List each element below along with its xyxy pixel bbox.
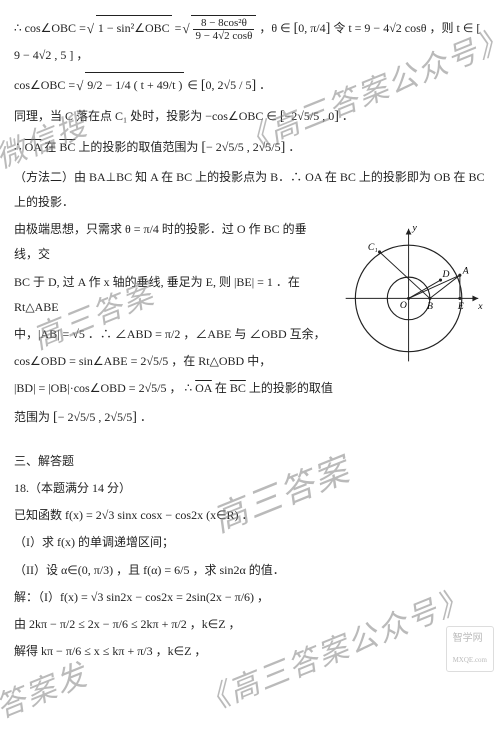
math-line: 范围为 [− 2√5/5 , 2√5/5] ． — [14, 403, 486, 432]
text: π/4 — [310, 21, 325, 35]
svg-text:x: x — [477, 301, 483, 312]
bracket: ] — [326, 21, 331, 36]
text: ∈ — [187, 78, 200, 92]
svg-text:E: E — [457, 301, 464, 312]
math-line: ∴ cos∠OBC = 1 − sin²∠OBC = 8 − 8cos²θ9 −… — [14, 14, 486, 69]
text-line: 解：（I）f(x) = √3 sin2x − cos2x = 2sin(2x −… — [14, 585, 486, 610]
math-line: |BD| = |OB|·cos∠OBD = 2√5/5 ， ∴ OA 在 BC … — [14, 376, 486, 401]
vector-oa: OA — [195, 381, 212, 395]
text: 0, 2√5 / 5 — [206, 78, 252, 92]
bracket: ] — [132, 410, 137, 425]
vector-oa: OA — [25, 140, 42, 154]
text-line: （II）设 α∈(0, π/3) ，且 f(α) = 6/5 ，求 sin2α … — [14, 558, 486, 583]
svg-text:C₁: C₁ — [368, 242, 378, 253]
sqrt: 8 − 8cos²θ9 − 4√2 cosθ — [184, 15, 256, 42]
text: 同理，当 C 落在点 C₁ 处时，投影为 −cos∠OBC ∈ — [14, 109, 280, 123]
bracket: ] — [334, 109, 339, 124]
text: ∴ cos∠OBC = — [14, 21, 89, 35]
radicand: 1 − sin²∠OBC — [96, 15, 172, 41]
text-line: （方法二）由 BA⊥BC 知 A 在 BC 上的投影点为 B．∴ OA 在 BC… — [14, 165, 486, 215]
corner-watermark: 智学网 MXQE.com — [446, 626, 494, 672]
text-line: （I）求 f(x) 的单调递增区间； — [14, 530, 486, 555]
svg-text:D: D — [441, 269, 449, 280]
bracket: ] — [281, 140, 286, 155]
corner-text: MXQE.com — [453, 656, 487, 664]
vector-bc: BC — [230, 381, 246, 395]
text: − 2√5/5 , 2√5/5 — [206, 140, 281, 154]
question-number: 18.（本题满分 14 分） — [14, 476, 486, 501]
svg-text:O: O — [400, 300, 407, 311]
geometry-diagram: O A B D E C₁ x y — [336, 221, 486, 371]
text-line: 解得 kπ − π/6 ≤ x ≤ kπ + π/3 ，k∈Z ， — [14, 639, 486, 664]
radicand: 9/2 − 1/4 ( t + 49/t ) — [85, 72, 184, 98]
sqrt: 9/2 − 1/4 ( t + 49/t ) — [78, 72, 184, 98]
corner-text: 智学网 — [453, 633, 483, 644]
bracket: ] — [251, 78, 256, 93]
text-line: 由 2kπ − π/2 ≤ 2x − π/6 ≤ 2kπ + π/2 ，k∈Z … — [14, 612, 486, 637]
numerator: 8 − 8cos²θ — [193, 17, 254, 30]
text: 范围为 — [14, 410, 53, 424]
text: 在 — [215, 381, 230, 395]
svg-text:B: B — [427, 301, 433, 312]
text: −2√5/5 , 0 — [285, 109, 335, 123]
text: − 2√5/5 , 2√5/5 — [58, 410, 133, 424]
svg-text:A: A — [462, 265, 469, 276]
text: 上的投影的取值 — [249, 381, 333, 395]
text-line: 已知函数 f(x) = 2√3 sinx cosx − cos2x (x∈R) … — [14, 503, 486, 528]
fraction: 8 − 8cos²θ9 − 4√2 cosθ — [193, 17, 254, 42]
math-line: 同理，当 C 落在点 C₁ 处时，投影为 −cos∠OBC ∈ [−2√5/5 … — [14, 102, 486, 131]
text: ∴ — [14, 140, 25, 154]
sqrt: 1 − sin²∠OBC — [89, 15, 172, 41]
section-heading: 三、解答题 — [14, 449, 486, 474]
text: 上的投影的取值范围为 — [78, 140, 201, 154]
vector-bc: BC — [59, 140, 75, 154]
denominator: 9 − 4√2 cosθ — [193, 30, 254, 42]
text: cos∠OBC = — [14, 78, 78, 92]
text: 在 — [44, 140, 59, 154]
math-line: cos∠OBC = 9/2 − 1/4 ( t + 49/t ) ∈ [0, 2… — [14, 71, 486, 100]
math-line: ∴ OA 在 BC 上的投影的取值范围为 [− 2√5/5 , 2√5/5] ． — [14, 133, 486, 162]
text: 0, — [298, 21, 307, 35]
text: |BD| = |OB|·cos∠OBD = 2√5/5 ， ∴ — [14, 381, 195, 395]
text: ，θ ∈ — [259, 21, 293, 35]
svg-text:y: y — [411, 223, 417, 234]
